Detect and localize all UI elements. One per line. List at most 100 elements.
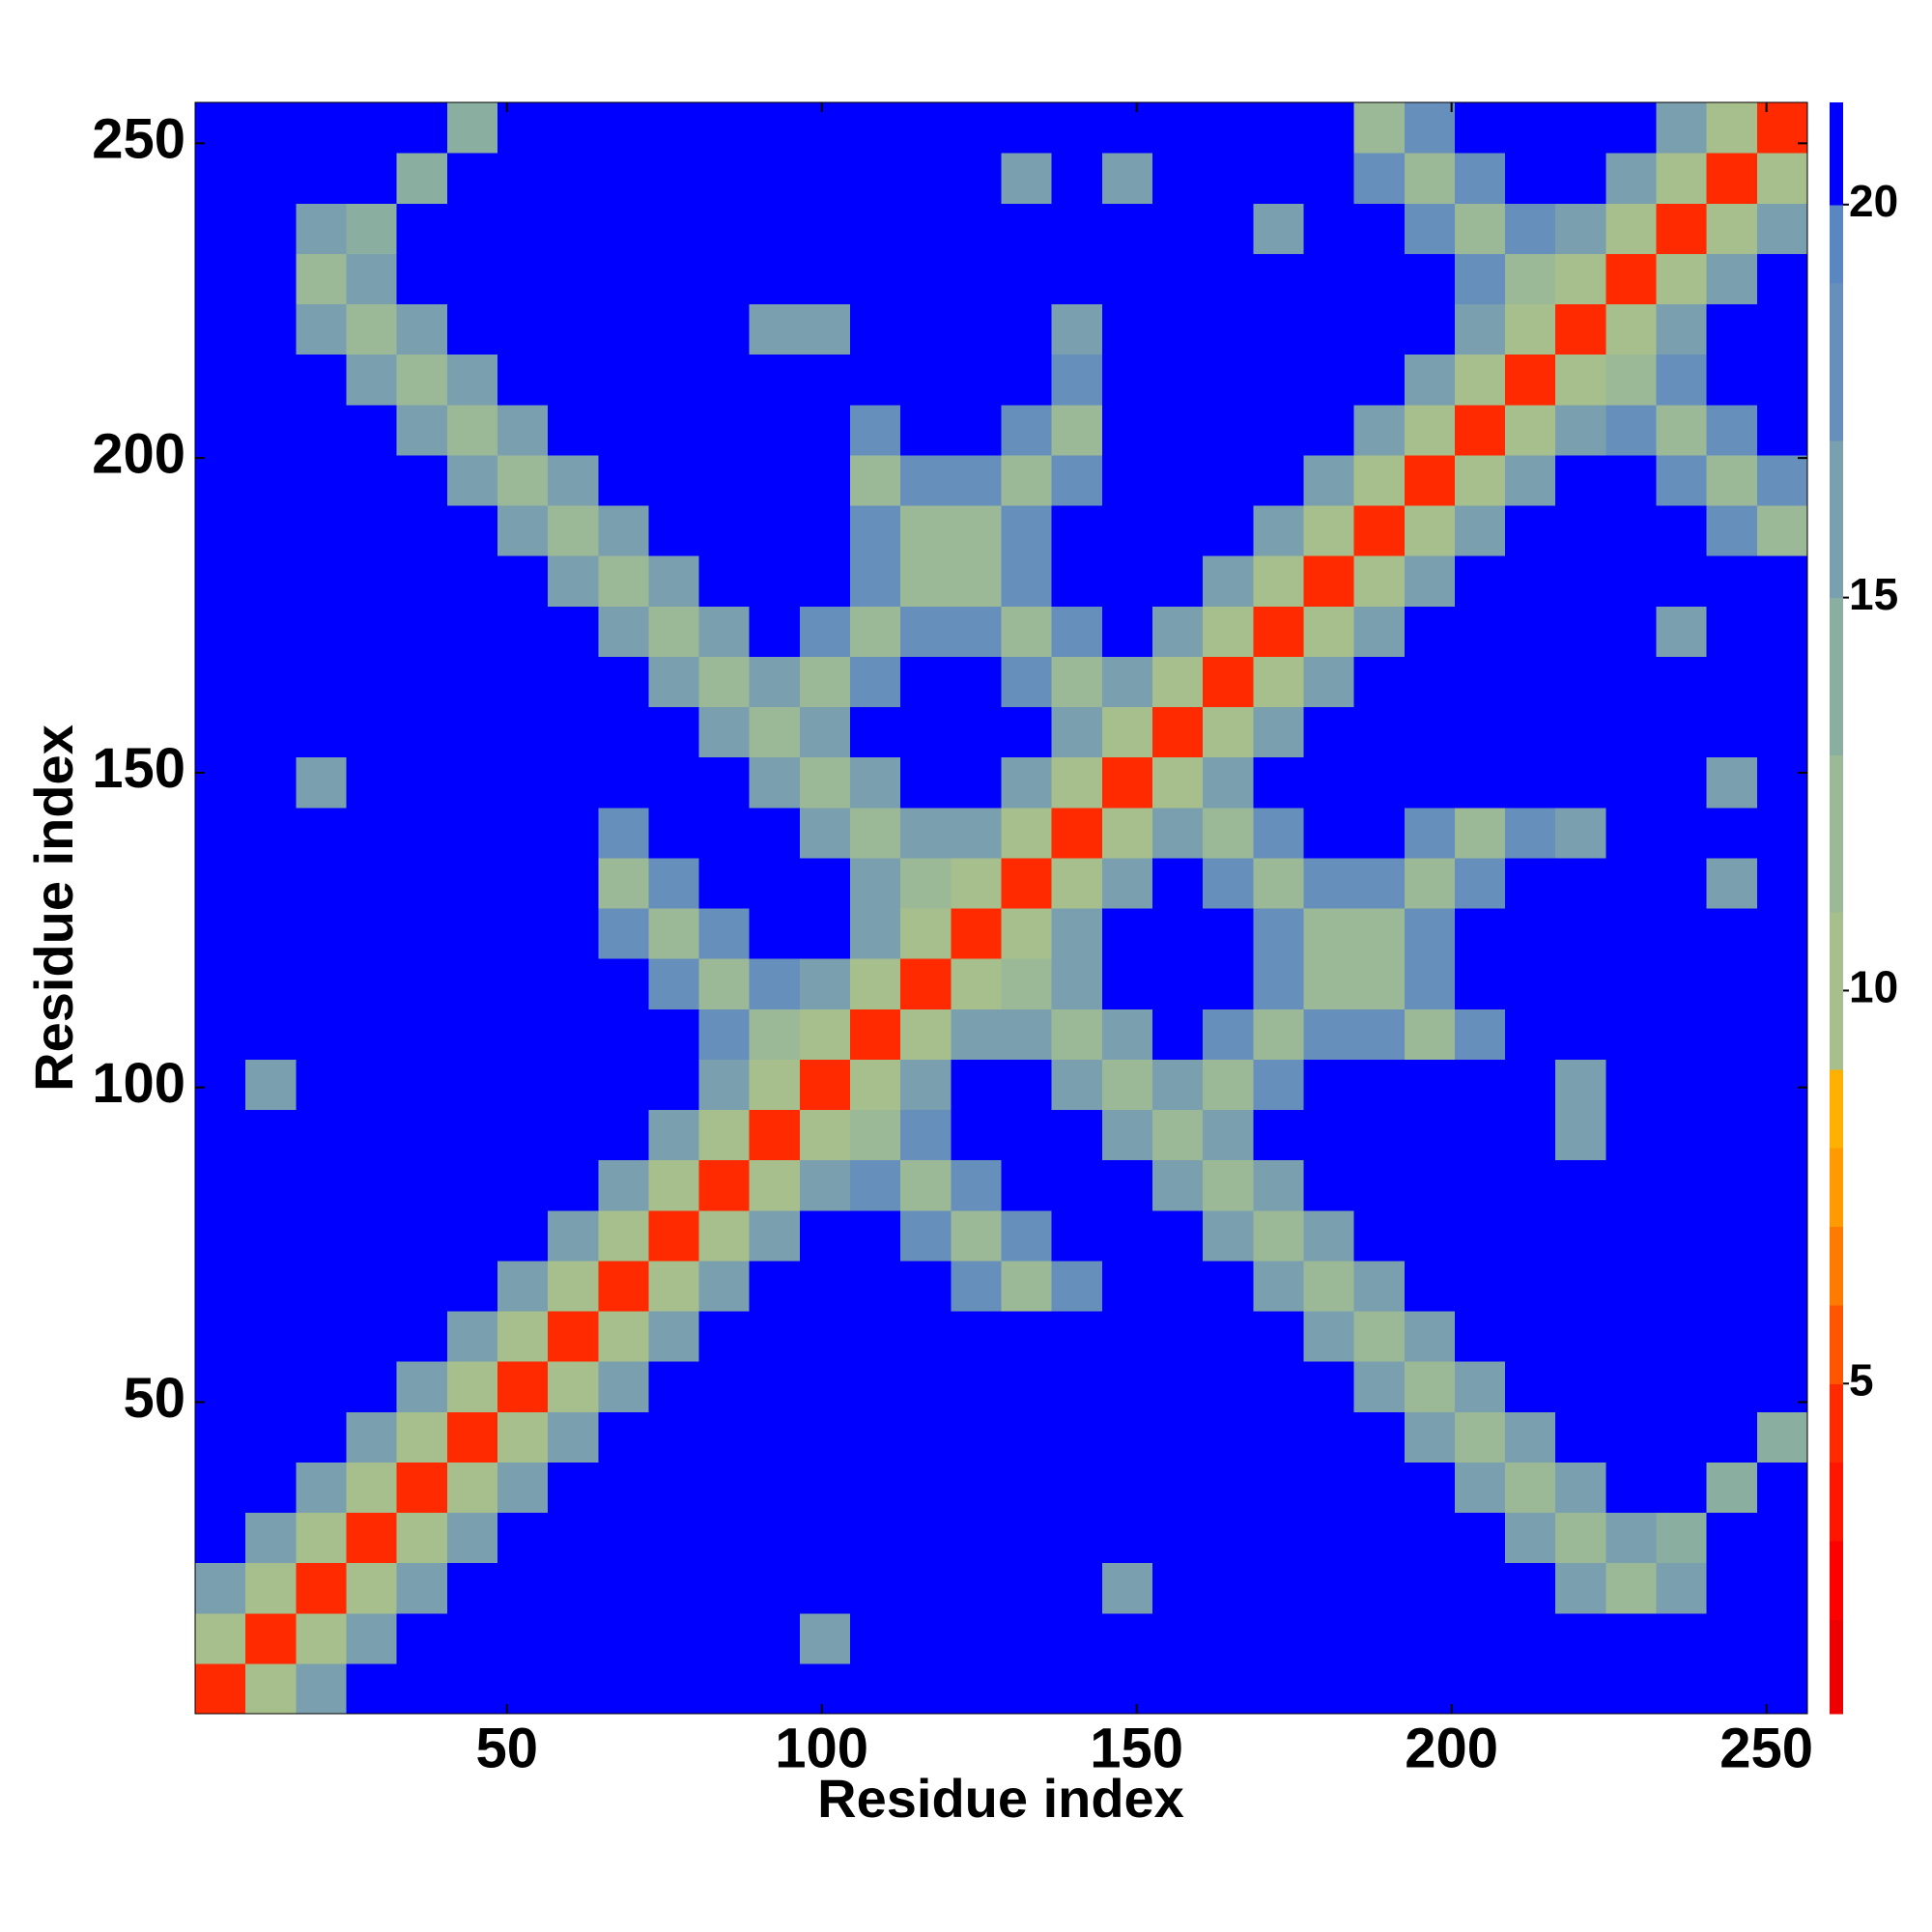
heatmap-cell: [548, 404, 599, 456]
heatmap-cell: [1303, 1462, 1355, 1513]
heatmap-cell: [1555, 454, 1606, 506]
heatmap-cell: [900, 1512, 952, 1564]
heatmap-cell: [850, 857, 901, 909]
heatmap-cell: [1203, 706, 1254, 758]
heatmap-cell: [1454, 354, 1506, 406]
heatmap-cell: [548, 1612, 599, 1664]
heatmap-cell: [1756, 1512, 1808, 1564]
heatmap-cell: [1001, 1260, 1053, 1312]
heatmap-cell: [1454, 1562, 1506, 1614]
heatmap-cell: [1404, 102, 1456, 154]
heatmap-cell: [1404, 1411, 1456, 1463]
heatmap-cell: [497, 1462, 549, 1513]
heatmap-cell: [648, 253, 700, 304]
heatmap-cell: [1001, 303, 1053, 355]
heatmap-cell: [1001, 756, 1053, 809]
heatmap-cell: [1756, 908, 1808, 959]
heatmap-cell: [1404, 908, 1456, 959]
heatmap-cell: [446, 1361, 498, 1412]
heatmap-cell: [446, 1159, 498, 1211]
heatmap-cell: [1555, 555, 1606, 607]
heatmap-cell: [1605, 606, 1658, 657]
heatmap-cell: [1656, 354, 1708, 406]
heatmap-cell: [346, 1209, 398, 1262]
heatmap-cell: [1756, 303, 1808, 355]
heatmap-cell: [1101, 1562, 1153, 1614]
heatmap-cell: [799, 656, 851, 707]
heatmap-cell: [446, 958, 498, 1009]
heatmap-cell: [245, 404, 297, 456]
heatmap-cell: [1253, 1109, 1304, 1161]
heatmap-cell: [850, 505, 901, 556]
heatmap-cell: [951, 203, 1002, 254]
heatmap-cell: [799, 454, 851, 506]
heatmap-cell: [446, 606, 498, 657]
heatmap-cell: [1656, 102, 1708, 154]
heatmap-cell: [1101, 203, 1153, 254]
heatmap-cell: [195, 958, 246, 1009]
heatmap-cell: [698, 153, 751, 204]
heatmap-cell: [749, 857, 801, 909]
heatmap-cell: [1051, 1411, 1103, 1463]
heatmap-cell: [1253, 102, 1304, 154]
colorbar-segment: [1830, 440, 1843, 599]
heatmap-cell: [1404, 857, 1456, 909]
heatmap-cell: [1253, 1462, 1304, 1513]
heatmap-cell: [1303, 1612, 1355, 1664]
heatmap-cell: [850, 454, 901, 506]
heatmap-cell: [1303, 1209, 1355, 1262]
heatmap-cell: [850, 203, 901, 254]
heatmap-cell: [749, 354, 801, 406]
heatmap-cell: [799, 1159, 851, 1211]
heatmap-cell: [1101, 1612, 1153, 1664]
heatmap-cell: [497, 1411, 549, 1463]
heatmap-cell: [799, 756, 851, 809]
heatmap-cell: [497, 857, 549, 909]
heatmap-cell: [1303, 756, 1355, 809]
heatmap-cell: [446, 454, 498, 506]
heatmap-cell: [1505, 1462, 1556, 1513]
heatmap-cell: [1151, 303, 1204, 355]
heatmap-cell: [698, 756, 751, 809]
heatmap-cell: [1505, 756, 1556, 809]
heatmap-cell: [1706, 102, 1758, 154]
heatmap-cell: [195, 505, 246, 556]
heatmap-cell: [1605, 1159, 1658, 1211]
heatmap-cell: [648, 303, 700, 355]
heatmap-cell: [548, 656, 599, 707]
heatmap-cell: [1706, 505, 1758, 556]
heatmap-cell: [195, 1662, 246, 1715]
heatmap-cell: [598, 1361, 649, 1412]
heatmap-cell: [850, 1209, 901, 1262]
heatmap-cell: [1505, 1209, 1556, 1262]
heatmap-cell: [446, 253, 498, 304]
heatmap-cell: [346, 1662, 398, 1715]
heatmap-cell: [1404, 1662, 1456, 1715]
heatmap-cell: [1253, 454, 1304, 506]
heatmap-cell: [1253, 253, 1304, 304]
heatmap-cell: [698, 706, 751, 758]
heatmap-cell: [296, 1512, 347, 1564]
heatmap-cell: [1756, 454, 1808, 506]
heatmap-cell: [900, 1059, 952, 1110]
heatmap-cell: [1101, 1109, 1153, 1161]
heatmap-cell: [900, 102, 952, 154]
heatmap-cell: [698, 354, 751, 406]
heatmap-cell: [497, 303, 549, 355]
heatmap-cell: [598, 1009, 649, 1060]
heatmap-cell: [1505, 958, 1556, 1009]
heatmap-cell: [1353, 706, 1406, 758]
heatmap-cell: [1353, 756, 1406, 809]
heatmap-cell: [446, 706, 498, 758]
heatmap-cell: [1001, 807, 1053, 859]
heatmap-cell: [245, 1009, 297, 1060]
heatmap-cell: [1454, 102, 1506, 154]
heatmap-cell: [951, 606, 1002, 657]
heatmap-cell: [598, 706, 649, 758]
heatmap-cell: [296, 354, 347, 406]
heatmap-cell: [1706, 1411, 1758, 1463]
heatmap-cell: [749, 807, 801, 859]
heatmap-cell: [598, 505, 649, 556]
heatmap-cell: [396, 606, 448, 657]
